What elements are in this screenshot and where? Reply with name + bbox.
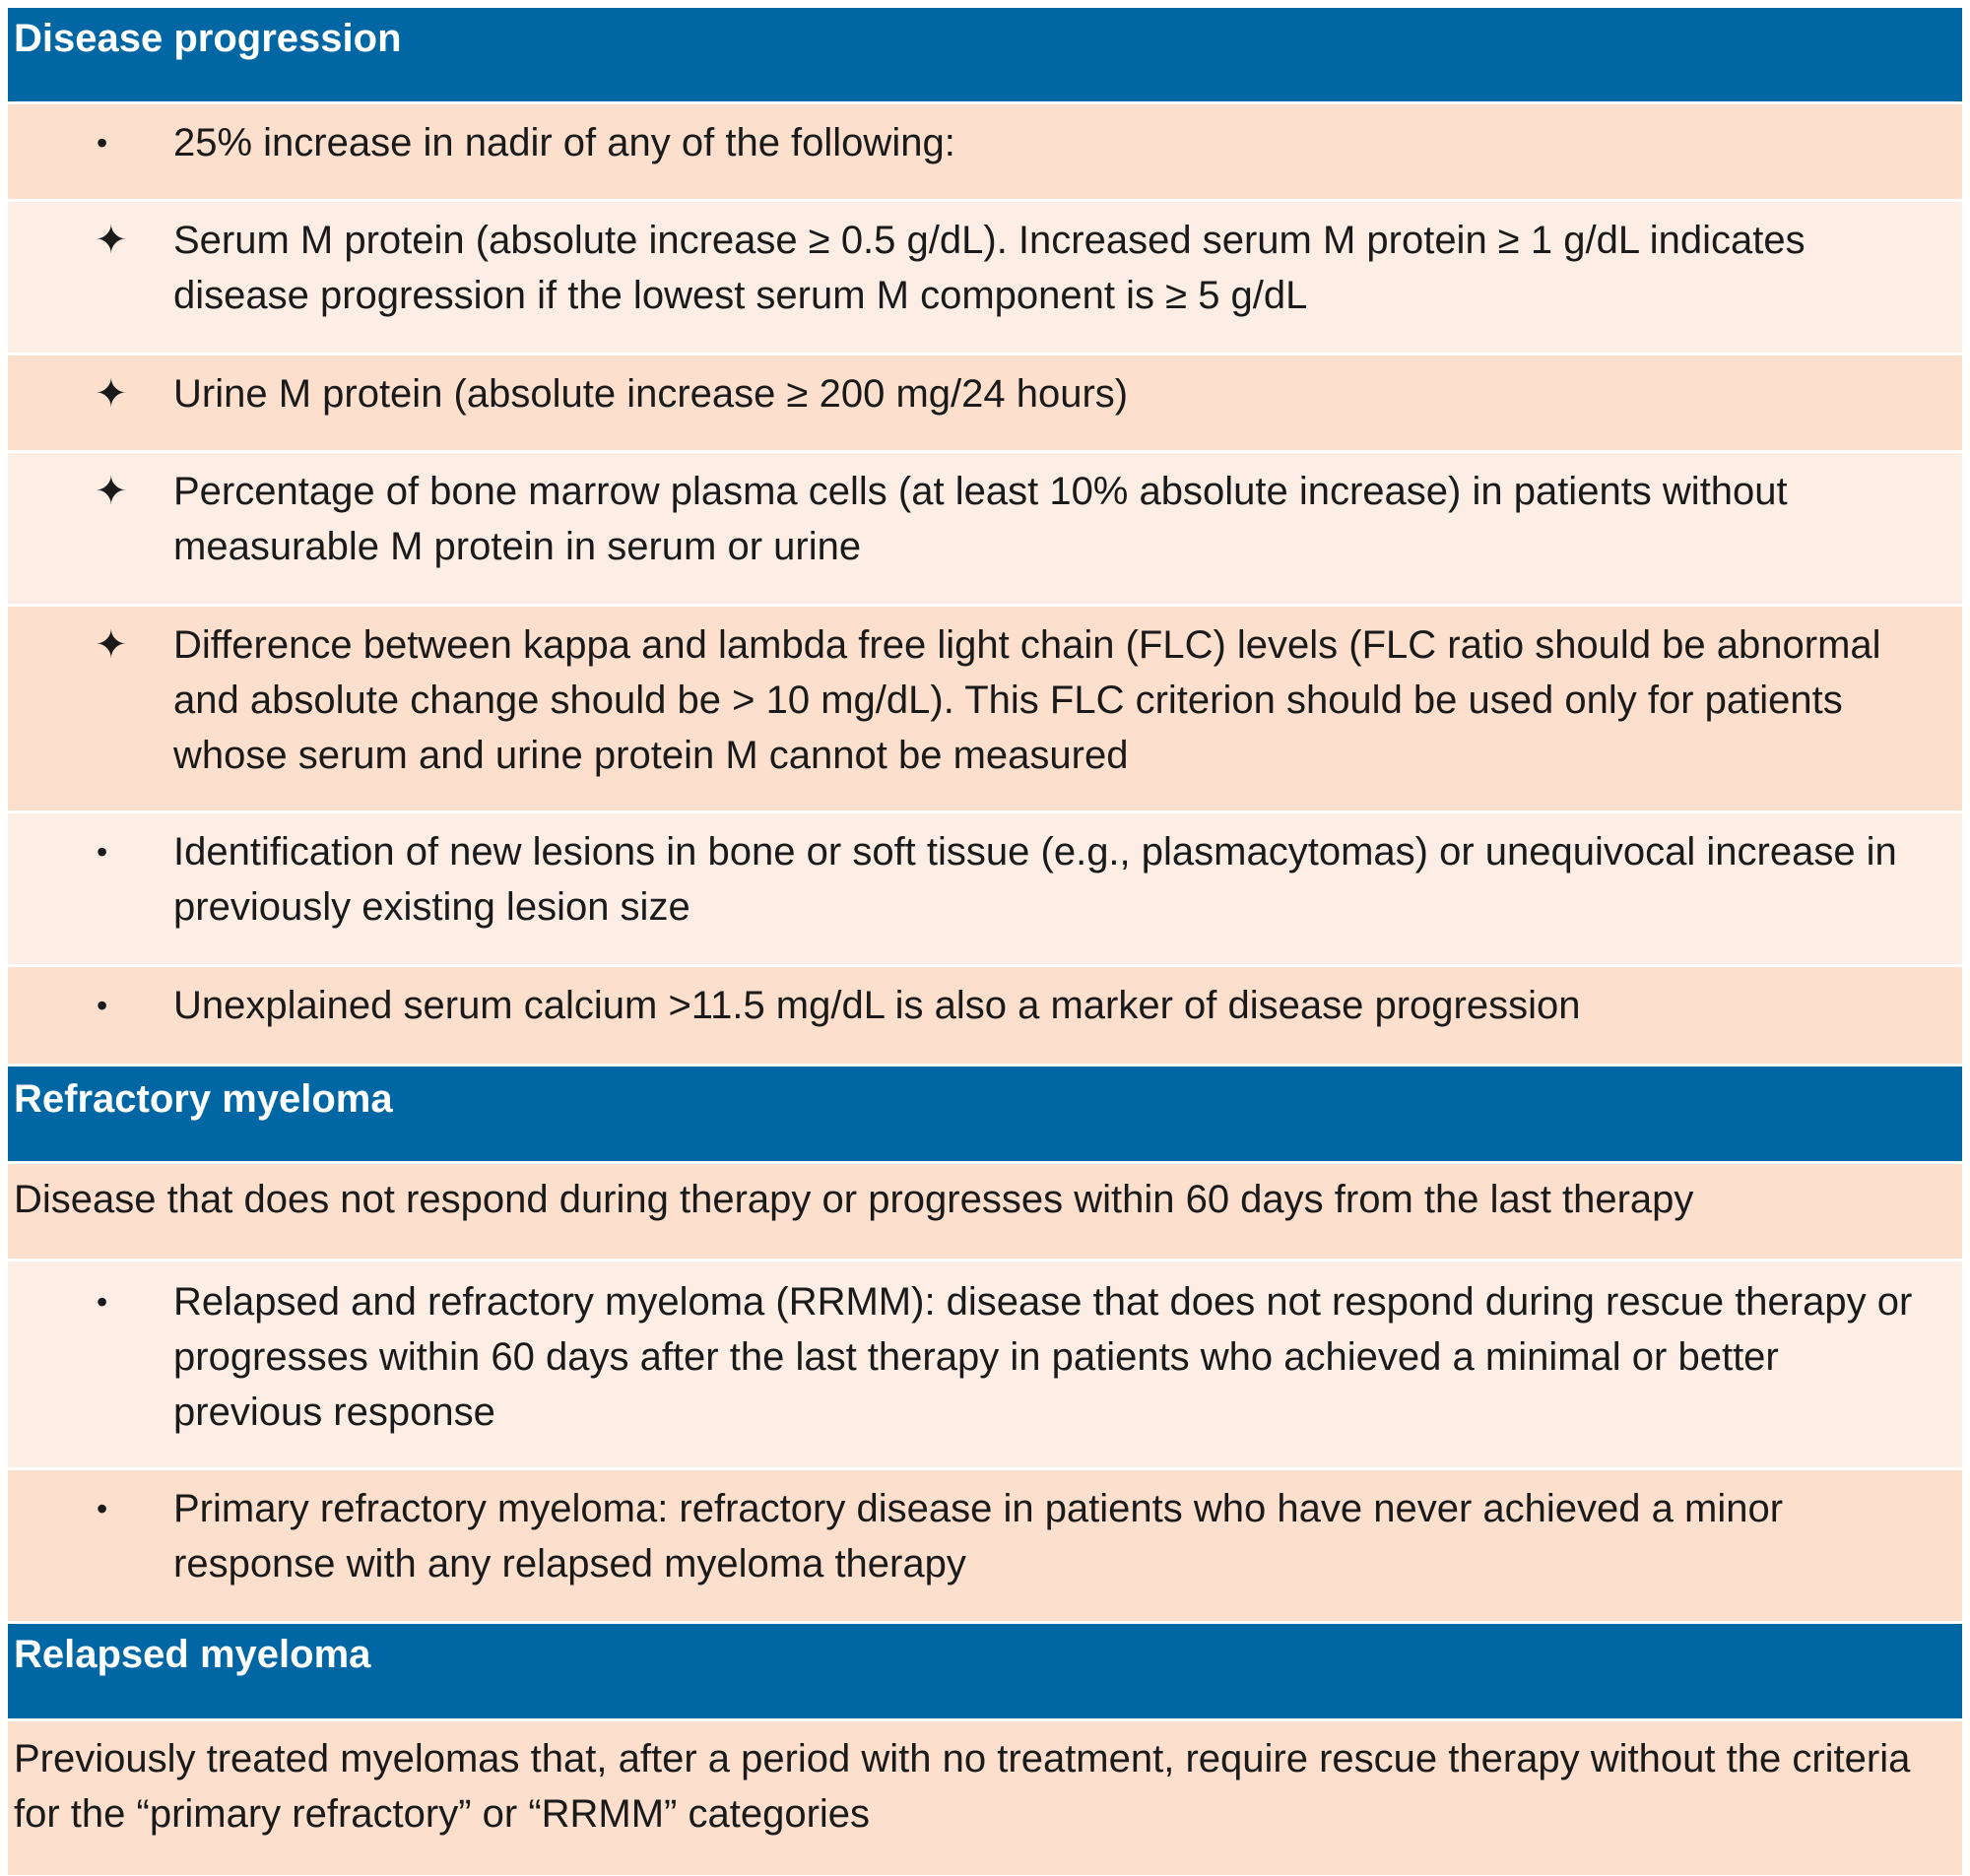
list-item-text: Relapsed and refractory myeloma (RRMM): …	[173, 1280, 1913, 1434]
star-marker: ✦	[95, 623, 128, 667]
list-item-text: Serum M protein (absolute increase ≥ 0.5…	[173, 219, 1806, 317]
list-item: ✦ Serum M protein (absolute increase ≥ 0…	[8, 202, 1962, 356]
star-marker: ✦	[95, 219, 128, 262]
list-item-text: Unexplained serum calcium >11.5 mg/dL is…	[173, 984, 1581, 1027]
section-heading-text: Refractory myeloma	[14, 1077, 393, 1121]
section-intro: Previously treated myelomas that, after …	[8, 1721, 1962, 1875]
list-item-text: Difference between kappa and lambda free…	[173, 623, 1881, 777]
list-item-text: 25% increase in nadir of any of the foll…	[173, 121, 955, 164]
section-heading-disease-progression: Disease progression	[8, 8, 1962, 104]
section-intro-text: Disease that does not respond during the…	[14, 1178, 1694, 1221]
list-item: • Identification of new lesions in bone …	[8, 813, 1962, 967]
list-item: • Relapsed and refractory myeloma (RRMM)…	[8, 1261, 1962, 1470]
list-item-text: Percentage of bone marrow plasma cells (…	[173, 470, 1788, 568]
section-heading-relapsed-myeloma: Relapsed myeloma	[8, 1624, 1962, 1721]
list-item: ✦ Percentage of bone marrow plasma cells…	[8, 453, 1962, 607]
star-marker: ✦	[95, 470, 128, 513]
list-item-text: Identification of new lesions in bone or…	[173, 830, 1897, 929]
section-intro: Disease that does not respond during the…	[8, 1164, 1962, 1261]
star-marker: ✦	[95, 372, 128, 416]
bullet-marker: •	[97, 834, 108, 870]
list-item-text: Primary refractory myeloma: refractory d…	[173, 1487, 1784, 1585]
section-heading-refractory-myeloma: Refractory myeloma	[8, 1067, 1962, 1164]
bullet-marker: •	[97, 1491, 108, 1526]
list-item-text: Urine M protein (absolute increase ≥ 200…	[173, 372, 1129, 416]
list-item: ✦ Urine M protein (absolute increase ≥ 2…	[8, 356, 1962, 453]
bullet-marker: •	[97, 1284, 108, 1320]
list-item: • Unexplained serum calcium >11.5 mg/dL …	[8, 967, 1962, 1067]
bullet-marker: •	[97, 125, 108, 161]
list-item: • 25% increase in nadir of any of the fo…	[8, 104, 1962, 202]
section-heading-text: Disease progression	[14, 17, 402, 60]
bullet-marker: •	[97, 988, 108, 1023]
list-item: • Primary refractory myeloma: refractory…	[8, 1470, 1962, 1624]
section-heading-text: Relapsed myeloma	[14, 1633, 371, 1676]
criteria-table: Disease progression • 25% increase in na…	[8, 8, 1962, 1875]
section-intro-text: Previously treated myelomas that, after …	[14, 1737, 1911, 1836]
list-item: ✦ Difference between kappa and lambda fr…	[8, 607, 1962, 813]
